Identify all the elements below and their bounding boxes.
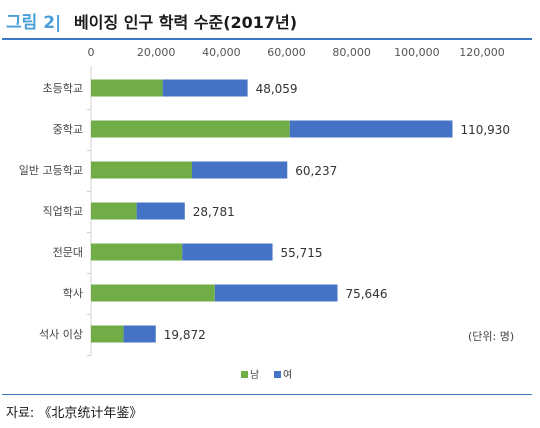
bar-segment-male xyxy=(91,243,183,261)
category-label: 전문대 xyxy=(53,246,83,259)
bar-segment-male xyxy=(91,325,124,343)
total-data-label: 75,646 xyxy=(345,287,387,301)
legend-swatch-female xyxy=(274,371,281,378)
bar-segment-female xyxy=(289,120,453,138)
bar-segment-male xyxy=(91,161,193,179)
category-label: 석사 이상 xyxy=(39,328,83,341)
legend-label-female: 여 xyxy=(283,369,292,381)
total-data-label: 28,781 xyxy=(193,205,235,219)
figure-title: 베이징 인구 학력 수준(2017년) xyxy=(74,13,298,32)
category-label: 중학교 xyxy=(53,123,83,136)
unit-note: (단위: 명) xyxy=(468,330,514,343)
total-data-label: 48,059 xyxy=(256,82,298,96)
bar-segment-female xyxy=(192,161,288,179)
x-tick-label: 60,000 xyxy=(267,46,306,59)
bar-segment-female xyxy=(136,202,185,220)
bar-segment-male xyxy=(91,120,290,138)
title-rule xyxy=(2,38,532,40)
x-tick-label: 80,000 xyxy=(332,46,371,59)
category-label: 일반 고등학교 xyxy=(19,163,83,177)
bar-segment-male xyxy=(91,202,137,220)
bar-segment-female xyxy=(182,243,273,261)
x-tick-label: 120,000 xyxy=(459,46,505,59)
chart: 0 20,000 40,000 60,000 80,000 100,000 120,000 초… xyxy=(19,46,514,381)
footer-rule xyxy=(2,394,532,395)
figure-header: 그림 2| 베이징 인구 학력 수준(2017년) xyxy=(0,6,532,34)
bar-segment-male xyxy=(91,79,163,97)
total-data-label: 19,872 xyxy=(164,328,206,342)
x-tick-label: 100,000 xyxy=(394,46,440,59)
bar-segment-female xyxy=(123,325,156,343)
source-note: 자료: 《北京统计年鉴》 xyxy=(6,406,143,421)
category-label: 직업학교 xyxy=(43,205,83,218)
x-tick-label: 20,000 xyxy=(137,46,176,59)
total-data-label: 60,237 xyxy=(295,164,337,178)
category-label: 학사 xyxy=(63,287,83,300)
bar-segment-female xyxy=(162,79,248,97)
bar-segment-female xyxy=(214,284,338,302)
total-data-label: 55,715 xyxy=(281,246,323,260)
legend-swatch-male xyxy=(241,371,248,378)
figure-label: 그림 2| xyxy=(6,13,62,33)
x-tick-label: 40,000 xyxy=(202,46,241,59)
legend-label-male: 남 xyxy=(250,369,259,381)
total-data-label: 110,930 xyxy=(460,123,510,137)
x-tick-label: 0 xyxy=(88,46,95,59)
category-label: 초등학교 xyxy=(43,82,83,95)
bar-segment-male xyxy=(91,284,215,302)
